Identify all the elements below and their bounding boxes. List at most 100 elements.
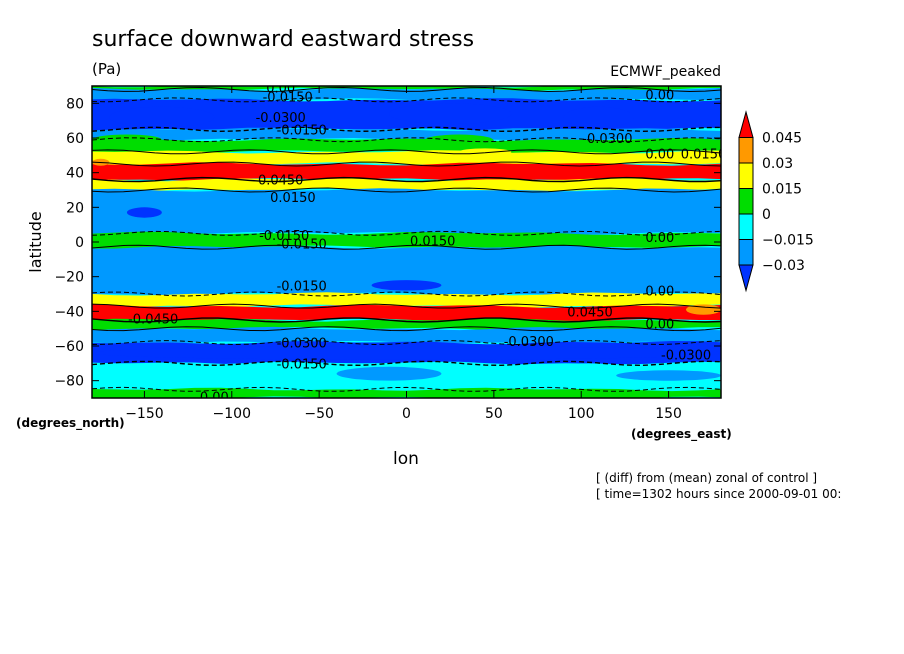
contour-label: 0.00	[645, 148, 674, 163]
contour-label: -0.0150	[277, 238, 327, 253]
colorbar-swatch	[738, 239, 754, 266]
x-tick-label: 50	[485, 406, 503, 422]
contour-label: -0.0300	[256, 111, 306, 126]
contour-label: 0.00	[200, 390, 229, 405]
x-units-label: (degrees_east)	[631, 427, 732, 442]
contour-line-8	[92, 230, 721, 236]
x-axis-label: lon	[393, 449, 419, 469]
x-tick-label: 150	[655, 406, 682, 422]
contour-label: -0.0150	[263, 90, 313, 105]
contour-label: -0.0150	[277, 357, 327, 372]
band-12	[92, 304, 721, 322]
patch-5	[126, 207, 162, 218]
contour-line-12	[92, 317, 721, 323]
contour-line-3	[92, 137, 721, 143]
contour-label: 0.00	[266, 82, 295, 97]
y-tick-label: 0	[75, 235, 84, 251]
contour-line-5	[92, 161, 721, 167]
contour-label: -0.0300	[661, 349, 711, 364]
contour-line-9	[92, 244, 721, 250]
patch-10	[336, 366, 442, 381]
contour-line-10	[92, 291, 721, 297]
contour-line-7	[92, 187, 721, 193]
colorbar-label: 0	[762, 207, 771, 223]
contour-line-4	[92, 149, 721, 155]
y-tick-label: −60	[54, 339, 84, 355]
y-tick-label: 20	[66, 200, 84, 216]
y-tick-label: 60	[66, 131, 84, 147]
patch-9	[92, 346, 721, 360]
contour-label: 0.0150	[270, 191, 316, 206]
footer-line-2: [ time=1302 hours since 2000-09-01 00:	[596, 487, 841, 501]
x-tick-label: 0	[402, 406, 411, 422]
contour-label: 0.0150	[681, 148, 727, 163]
colorbar: 0.045 0.03 0.015 0 −0.015 −0.03	[738, 110, 814, 293]
y-tick-label: −20	[54, 270, 84, 286]
contour-label: 0.00	[645, 89, 674, 104]
footer-line-1: [ (diff) from (mean) zonal of control ]	[596, 471, 817, 485]
y-axis-label: latitude	[26, 211, 45, 272]
colorbar-swatch	[738, 188, 754, 215]
model-label: ECMWF_peaked	[610, 64, 721, 80]
contour-line-13	[92, 326, 721, 332]
patch-1	[389, 103, 512, 125]
x-tick-label: −100	[213, 406, 251, 422]
colorbar-bottom-arrow	[738, 264, 754, 293]
patch-7	[686, 304, 721, 315]
band-11	[92, 292, 721, 308]
patch-2	[563, 106, 634, 128]
contour-label: 0.0150	[410, 234, 456, 249]
x-tick-label: 100	[568, 406, 595, 422]
colorbar-label: 0.045	[762, 131, 802, 147]
patch-6	[371, 280, 442, 291]
contour-label: -0.0300	[504, 335, 554, 350]
contour-line-15	[92, 360, 721, 367]
units-label: (Pa)	[92, 60, 121, 78]
plot-area: 0.00-0.0150-0.0300-0.01500.00-0.03000.00…	[92, 82, 727, 405]
y-tick-label: −80	[54, 374, 84, 390]
colorbar-label: 0.015	[762, 182, 802, 198]
contour-line-1	[92, 97, 721, 103]
band-14	[92, 326, 721, 345]
colorbar-swatch	[738, 213, 754, 240]
contour-label: 0.0450	[258, 174, 304, 189]
patch-4	[424, 134, 494, 147]
contour-label: -0.0300	[582, 132, 632, 147]
y-tick-label: 80	[66, 96, 84, 112]
band-5	[92, 150, 721, 166]
contour-label: 0.00	[645, 285, 674, 300]
band-9	[92, 231, 721, 249]
patch-0	[109, 106, 215, 128]
band-8	[92, 188, 721, 235]
x-tick-label: −50	[304, 406, 334, 422]
patch-8	[651, 301, 721, 305]
contour-line-11	[92, 303, 721, 309]
contour-label: 0.00	[645, 318, 674, 333]
colorbar-top-arrow	[738, 110, 754, 138]
x-tick-label: −150	[125, 406, 163, 422]
contour-label: -0.0150	[277, 279, 327, 294]
colorbar-swatch	[738, 137, 754, 164]
contour-line-6	[92, 176, 721, 183]
patch-3	[92, 134, 162, 145]
contour-label: -0.0450	[128, 312, 178, 327]
contour-label: 0.00	[645, 231, 674, 246]
colorbar-label: 0.03	[762, 156, 793, 172]
contour-line-16	[92, 386, 721, 392]
patch-11	[616, 370, 721, 381]
band-10	[92, 245, 721, 296]
colorbar-label: −0.015	[762, 233, 814, 249]
patch-13	[458, 148, 512, 156]
contour-label: -0.0150	[277, 123, 327, 138]
contour-label: 0.0450	[567, 305, 613, 320]
contour-label: -0.0150	[259, 229, 309, 244]
y-units-label: (degrees_north)	[16, 416, 125, 431]
band-6	[92, 162, 721, 181]
contour-label: -0.0300	[277, 337, 327, 352]
chart-title: surface downward eastward stress	[92, 27, 474, 52]
y-tick-label: 40	[66, 166, 84, 182]
contour-line-14	[92, 340, 721, 346]
colorbar-swatch	[738, 162, 754, 189]
y-tick-label: −40	[54, 304, 84, 320]
